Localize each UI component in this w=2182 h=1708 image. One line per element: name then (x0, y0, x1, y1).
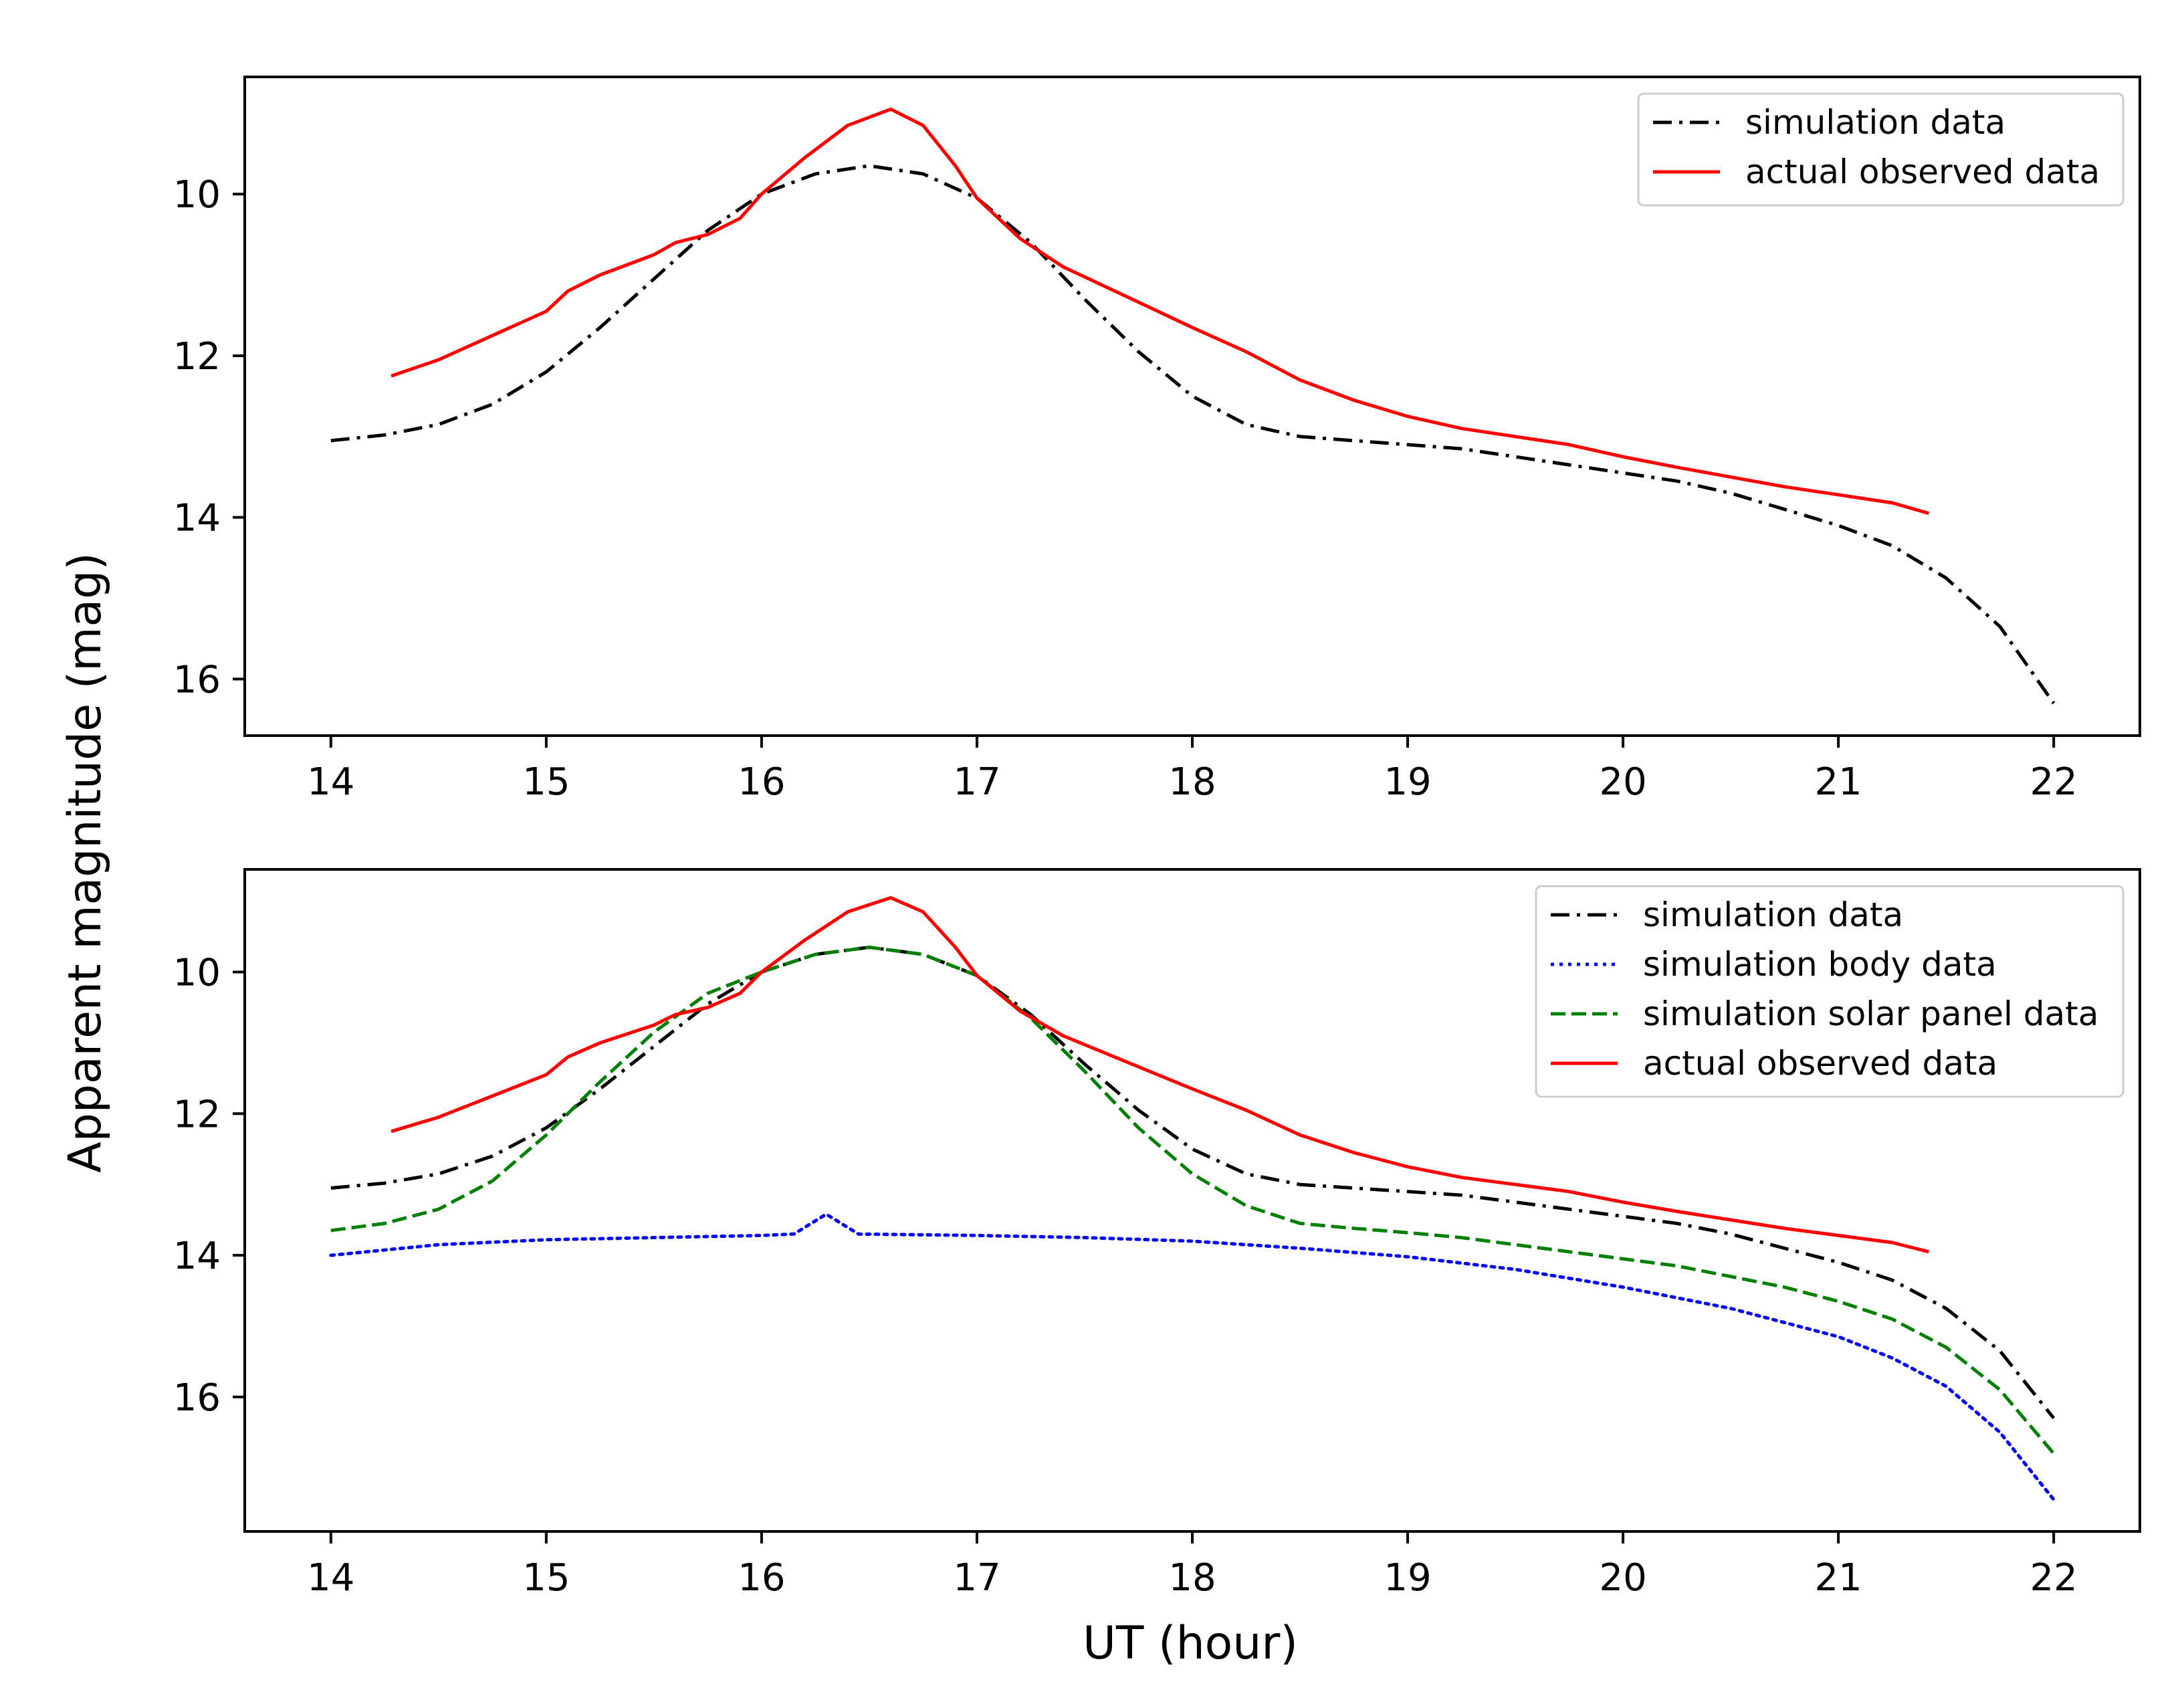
y-tick-label: 14 (173, 497, 221, 540)
legend-label: simulation data (1745, 103, 2005, 142)
x-tick-label: 20 (1599, 1556, 1646, 1600)
y-tick-label: 16 (173, 1376, 221, 1420)
series-line-simulation-solar-panel-data (330, 946, 2056, 1455)
x-tick-label: 22 (2030, 1556, 2078, 1600)
x-tick-label: 17 (953, 1556, 1000, 1600)
x-tick-label: 14 (307, 760, 354, 804)
series-line-simulation-body-data (329, 1212, 2056, 1501)
x-tick-label: 22 (2030, 760, 2078, 804)
x-tick-label: 19 (1384, 1556, 1431, 1600)
x-tick-label: 14 (307, 1556, 354, 1600)
x-tick-label: 16 (738, 760, 785, 804)
legend: simulation data actual observed data (1637, 92, 2124, 207)
y-tick-label: 16 (173, 658, 221, 702)
y-axis-label: Apparent magnitude (mag) (59, 552, 112, 1173)
y-tick-label: 12 (173, 1093, 221, 1136)
x-tick-label: 17 (953, 760, 1000, 804)
series-line-actual-observed-data (391, 895, 1930, 1254)
y-tick-label: 10 (173, 952, 221, 995)
x-tick-label: 18 (1168, 1556, 1216, 1600)
top-panel: 14 15 16 17 18 19 20 21 22 10 12 14 16 simulation dat… (173, 76, 2141, 804)
legend-label: actual observed data (1643, 1044, 1997, 1083)
x-tick-label: 21 (1815, 1556, 1862, 1600)
series-line-actual-observed-data (391, 107, 1930, 516)
x-tick-label: 18 (1168, 760, 1216, 804)
legend-label: actual observed data (1745, 152, 2100, 191)
x-tick-label: 21 (1815, 760, 1862, 804)
legend-label: simulation body data (1643, 945, 1997, 984)
series-line-simulation-data (330, 164, 2056, 705)
x-tick-label: 20 (1599, 760, 1646, 804)
legend: simulation data simulation body data simul… (1535, 885, 2124, 1098)
x-tick-label: 15 (522, 1556, 570, 1600)
y-tick-label: 10 (173, 173, 221, 217)
x-axis-label: UT (hour) (1083, 1617, 1298, 1670)
bottom-panel: 14 15 16 17 18 19 20 21 22 10 12 14 16 simulation dat… (173, 868, 2141, 1600)
legend-label: simulation data (1643, 895, 1903, 934)
legend-label: simulation solar panel data (1643, 994, 2098, 1033)
y-tick-label: 14 (173, 1235, 221, 1278)
y-tick-label: 12 (173, 335, 221, 379)
x-tick-label: 15 (522, 760, 570, 804)
x-tick-label: 16 (738, 1556, 785, 1600)
x-tick-label: 19 (1384, 760, 1431, 804)
